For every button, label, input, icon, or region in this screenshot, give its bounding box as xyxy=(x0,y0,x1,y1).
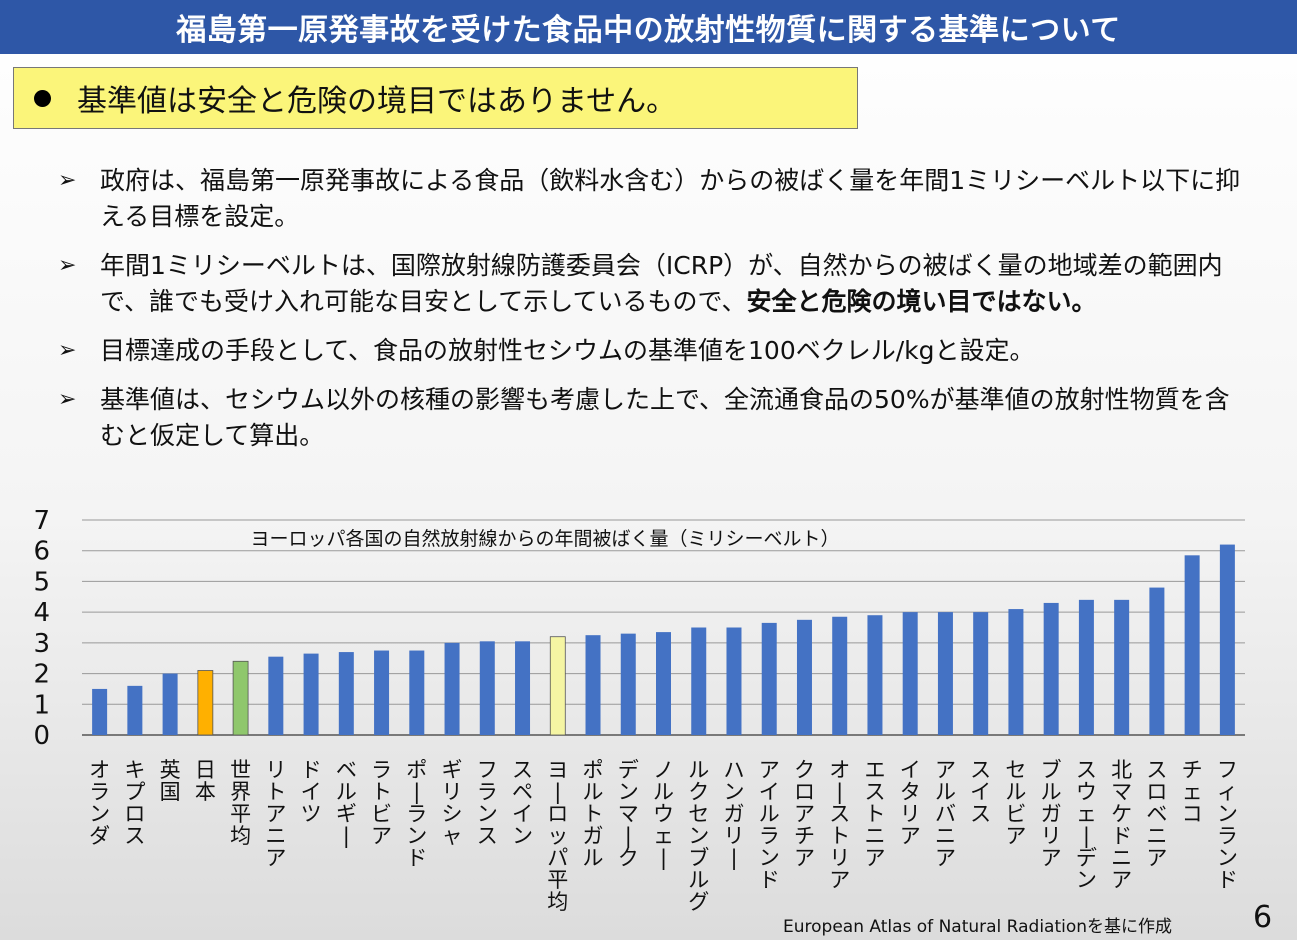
x-tick-label: アルバニア xyxy=(935,758,956,870)
bar xyxy=(1114,599,1130,735)
slide-title: 福島第一原発事故を受けた食品中の放射性物質に関する基準について xyxy=(0,0,1297,54)
bar xyxy=(691,627,707,735)
bar xyxy=(902,612,918,735)
bullet-text: 政府は、福島第一原発事故による食品（飲料水含む）からの被ばく量を年間1ミリシーベ… xyxy=(100,166,1241,231)
x-tick-label: エストニア xyxy=(864,758,885,870)
y-tick-label: 4 xyxy=(33,598,50,628)
page-number: 6 xyxy=(1253,900,1273,935)
x-tick-label: ルクセンブルグ xyxy=(688,758,709,914)
bar xyxy=(1184,555,1200,735)
x-tick-label: クロアチア xyxy=(794,758,815,870)
x-tick-label: スロベニア xyxy=(1146,758,1167,870)
x-tick-label: オ|ストリア xyxy=(829,758,850,892)
x-tick-label: スウェ|デン xyxy=(1076,758,1097,892)
x-tick-label: スイス xyxy=(970,758,991,826)
bar xyxy=(620,633,636,735)
bar xyxy=(1008,609,1024,735)
chart-title: ヨーロッパ各国の自然放射線からの年間被ばく量（ミリシーベルト） xyxy=(250,528,839,550)
x-tick-label: ブルガリア xyxy=(1041,758,1062,870)
x-tick-label: ラトビア xyxy=(371,758,392,848)
x-tick-label: 世界平均 xyxy=(230,758,251,848)
arrow-bullet-icon: ➢ xyxy=(58,253,77,278)
y-tick-label: 3 xyxy=(33,629,50,659)
x-tick-label: 日本 xyxy=(195,758,216,804)
bar xyxy=(1219,544,1235,735)
bullet-item: ➢ 政府は、福島第一原発事故による食品（飲料水含む）からの被ばく量を年間1ミリシ… xyxy=(58,163,1248,235)
x-tick-label: ギリシャ xyxy=(442,758,463,848)
bar xyxy=(973,612,989,735)
bullet-item: ➢ 年間1ミリシーベルトは、国際放射線防護委員会（ICRP）が、自然からの被ばく… xyxy=(58,248,1248,320)
bar xyxy=(92,688,108,735)
arrow-bullet-icon: ➢ xyxy=(58,168,77,193)
bar xyxy=(303,653,319,735)
bar xyxy=(1043,602,1059,735)
callout-text: 基準値は安全と危険の境目ではありません。 xyxy=(77,84,677,119)
bar xyxy=(832,616,848,735)
x-tick-label: ポルトガル xyxy=(583,758,604,870)
bar xyxy=(197,670,214,736)
x-tick-label: 北マケドニア xyxy=(1111,758,1132,892)
x-tick-label: フランス xyxy=(477,758,498,848)
x-tick-label: ポ|ランド xyxy=(406,758,427,870)
x-tick-label: ヨ|ロッパ平均 xyxy=(547,758,568,914)
y-tick-label: 0 xyxy=(33,721,50,751)
bar xyxy=(232,660,249,736)
bar xyxy=(479,641,495,735)
bullet-item: ➢ 基準値は、セシウム以外の核種の影響も考慮した上で、全流通食品の50%が基準値… xyxy=(58,382,1248,454)
bar xyxy=(409,650,425,735)
x-tick-label: イタリア xyxy=(900,758,921,848)
bullet-text: 目標達成の手段として、食品の放射性セシウムの基準値を100ベクレル/kgと設定。 xyxy=(100,336,1035,365)
bullet-bold-text: 安全と危険の境い目ではない。 xyxy=(746,287,1097,316)
x-tick-label: ノルウェ| xyxy=(653,758,674,871)
x-tick-label: リトアニア xyxy=(265,758,286,870)
bullet-dot-icon xyxy=(34,89,51,107)
x-tick-label: スペイン xyxy=(512,758,533,848)
y-tick-label: 5 xyxy=(33,567,50,597)
x-tick-label: デンマ|ク xyxy=(618,758,639,870)
x-tick-label: セルビア xyxy=(1005,758,1026,848)
bar xyxy=(796,619,812,735)
y-tick-label: 7 xyxy=(33,506,50,536)
x-tick-label: ベルギ| xyxy=(336,758,357,849)
y-tick-label: 2 xyxy=(33,660,50,690)
bar xyxy=(549,636,566,736)
bar xyxy=(162,673,178,735)
bullet-item: ➢ 目標達成の手段として、食品の放射性セシウムの基準値を100ベクレル/kgと設… xyxy=(58,333,1248,369)
x-tick-label: キプロス xyxy=(124,758,145,848)
bar xyxy=(1078,599,1094,735)
x-tick-label: 英国 xyxy=(160,758,181,804)
bar xyxy=(1149,587,1165,735)
x-tick-label: チェコ xyxy=(1182,758,1203,826)
bar xyxy=(127,685,143,735)
x-tick-label: オランダ xyxy=(89,758,110,848)
arrow-bullet-icon: ➢ xyxy=(58,387,77,412)
bar xyxy=(374,650,390,735)
source-note: European Atlas of Natural Radiationを基に作成 xyxy=(783,917,1173,937)
callout-box: 基準値は安全と危険の境目ではありません。 xyxy=(13,67,858,129)
bar xyxy=(656,632,671,735)
bar xyxy=(444,642,460,735)
chart-bars xyxy=(92,544,1235,736)
bar xyxy=(726,627,742,735)
bar xyxy=(338,652,354,735)
bar xyxy=(515,641,531,735)
y-tick-label: 6 xyxy=(33,537,50,567)
bar xyxy=(761,622,777,735)
bar xyxy=(268,656,284,735)
x-tick-label: フィンランド xyxy=(1217,758,1238,892)
x-tick-label: アイルランド xyxy=(759,758,780,892)
arrow-bullet-icon: ➢ xyxy=(58,338,77,363)
bar xyxy=(867,615,883,735)
x-tick-label: ハンガリ| xyxy=(723,758,744,871)
bar xyxy=(937,612,953,735)
bullet-text: 基準値は、セシウム以外の核種の影響も考慮した上で、全流通食品の50%が基準値の放… xyxy=(100,385,1230,450)
bar xyxy=(585,635,601,735)
x-tick-label: ドイツ xyxy=(301,758,322,826)
bullet-text: 年間1ミリシーベルトは、国際放射線防護委員会（ICRP）が、自然からの被ばく量の… xyxy=(100,251,1223,316)
y-tick-label: 1 xyxy=(33,690,50,720)
